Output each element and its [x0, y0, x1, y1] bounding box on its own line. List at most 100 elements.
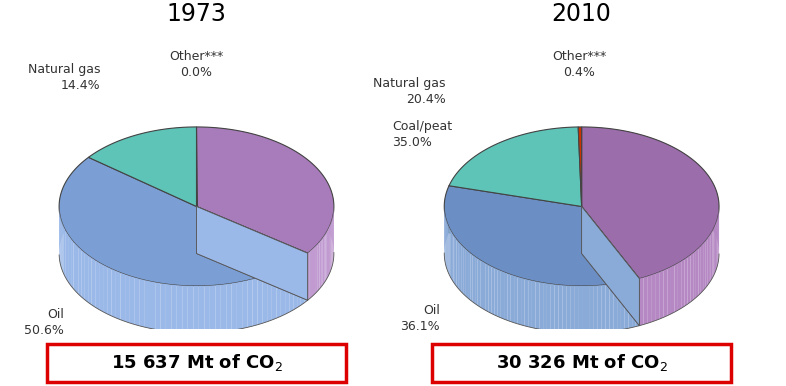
- Polygon shape: [116, 271, 120, 320]
- Polygon shape: [648, 275, 652, 323]
- Polygon shape: [547, 129, 549, 176]
- Polygon shape: [711, 231, 712, 281]
- Polygon shape: [285, 265, 289, 314]
- Polygon shape: [252, 278, 258, 326]
- Polygon shape: [671, 265, 674, 314]
- Polygon shape: [145, 280, 150, 328]
- Polygon shape: [715, 223, 716, 273]
- Polygon shape: [152, 131, 153, 178]
- Polygon shape: [663, 269, 667, 317]
- Polygon shape: [514, 137, 516, 184]
- Polygon shape: [570, 286, 574, 333]
- Polygon shape: [61, 221, 62, 271]
- Polygon shape: [628, 132, 632, 179]
- Polygon shape: [632, 279, 636, 327]
- Polygon shape: [328, 184, 329, 233]
- Polygon shape: [701, 244, 703, 293]
- Polygon shape: [165, 129, 167, 176]
- Polygon shape: [578, 127, 582, 207]
- Polygon shape: [504, 272, 507, 320]
- Polygon shape: [96, 152, 97, 200]
- Polygon shape: [227, 129, 230, 176]
- Polygon shape: [327, 230, 328, 279]
- Polygon shape: [659, 270, 663, 319]
- Polygon shape: [190, 127, 192, 174]
- Polygon shape: [89, 157, 90, 204]
- Polygon shape: [281, 144, 285, 193]
- Polygon shape: [92, 258, 95, 307]
- Polygon shape: [460, 244, 462, 293]
- Polygon shape: [457, 171, 458, 219]
- Polygon shape: [710, 178, 711, 227]
- Polygon shape: [483, 151, 484, 198]
- Text: Natural gas
20.4%: Natural gas 20.4%: [373, 78, 446, 107]
- Polygon shape: [64, 183, 65, 233]
- Polygon shape: [208, 127, 211, 174]
- Polygon shape: [447, 188, 448, 237]
- Polygon shape: [535, 281, 539, 329]
- Polygon shape: [464, 164, 465, 213]
- Polygon shape: [470, 253, 472, 302]
- Polygon shape: [481, 151, 483, 199]
- Polygon shape: [637, 134, 641, 182]
- Polygon shape: [452, 233, 454, 282]
- Polygon shape: [498, 269, 501, 318]
- Polygon shape: [699, 246, 701, 295]
- Polygon shape: [226, 283, 232, 331]
- Polygon shape: [131, 136, 133, 183]
- Polygon shape: [516, 136, 518, 183]
- Polygon shape: [193, 127, 195, 174]
- Polygon shape: [582, 207, 639, 326]
- Polygon shape: [704, 170, 706, 220]
- Polygon shape: [173, 128, 174, 175]
- Polygon shape: [241, 131, 245, 179]
- Polygon shape: [74, 168, 76, 218]
- Polygon shape: [163, 129, 165, 176]
- Polygon shape: [477, 154, 478, 202]
- Polygon shape: [532, 281, 535, 328]
- Polygon shape: [574, 286, 578, 333]
- Polygon shape: [522, 134, 524, 182]
- Polygon shape: [476, 155, 477, 203]
- Polygon shape: [543, 130, 545, 177]
- Polygon shape: [314, 166, 316, 215]
- Polygon shape: [330, 188, 331, 237]
- Polygon shape: [605, 128, 610, 176]
- Polygon shape: [73, 242, 76, 292]
- Polygon shape: [91, 154, 93, 202]
- Polygon shape: [454, 176, 455, 224]
- Polygon shape: [487, 148, 489, 196]
- Polygon shape: [82, 160, 85, 210]
- Polygon shape: [155, 282, 160, 330]
- Polygon shape: [461, 167, 463, 215]
- Polygon shape: [545, 129, 547, 177]
- Polygon shape: [689, 156, 692, 206]
- Polygon shape: [137, 134, 138, 182]
- Polygon shape: [63, 186, 64, 236]
- Text: Oil
50.6%: Oil 50.6%: [24, 308, 64, 337]
- Polygon shape: [578, 127, 582, 254]
- Polygon shape: [518, 135, 520, 183]
- Polygon shape: [245, 132, 248, 180]
- Polygon shape: [455, 237, 457, 286]
- Polygon shape: [299, 153, 301, 202]
- Polygon shape: [79, 163, 82, 212]
- Polygon shape: [99, 262, 103, 312]
- Polygon shape: [472, 255, 475, 304]
- Polygon shape: [676, 149, 679, 197]
- Polygon shape: [499, 142, 501, 190]
- Polygon shape: [656, 272, 659, 320]
- Polygon shape: [160, 283, 166, 331]
- Polygon shape: [143, 133, 145, 180]
- Polygon shape: [688, 255, 690, 304]
- Polygon shape: [636, 279, 639, 327]
- Polygon shape: [321, 238, 323, 287]
- Polygon shape: [79, 247, 82, 297]
- Polygon shape: [196, 207, 307, 300]
- Polygon shape: [327, 181, 328, 231]
- Polygon shape: [316, 168, 318, 217]
- Polygon shape: [447, 222, 448, 271]
- Polygon shape: [486, 149, 487, 196]
- Polygon shape: [290, 148, 293, 197]
- Polygon shape: [702, 168, 704, 217]
